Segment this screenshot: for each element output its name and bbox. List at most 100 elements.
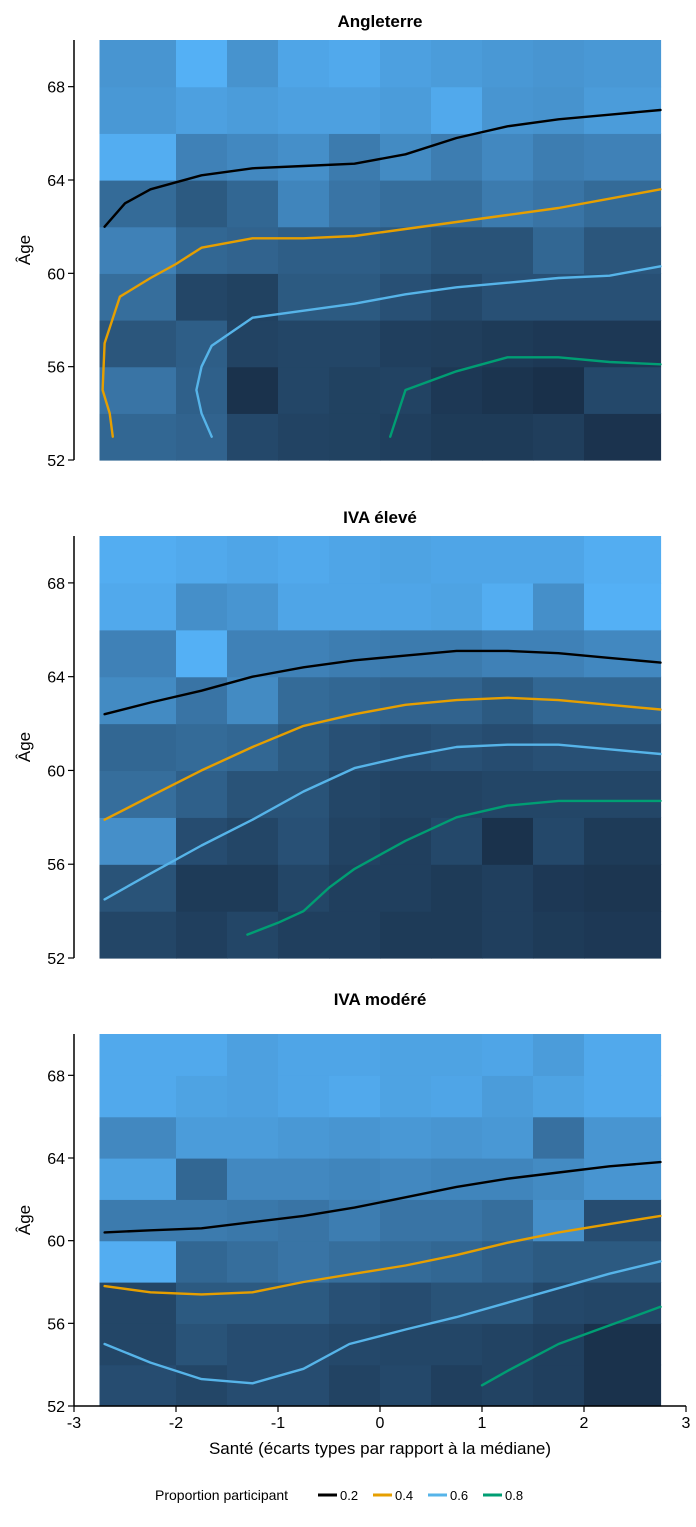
- heatmap-cell: [584, 582, 662, 631]
- heatmap-cell: [533, 40, 585, 88]
- heatmap-cell: [482, 864, 534, 912]
- heatmap-cell: [99, 1116, 177, 1159]
- heatmap-cell: [176, 366, 228, 414]
- series-line-0-4: [103, 1214, 662, 1296]
- heatmap-cell: [584, 864, 662, 912]
- heatmap-cell: [431, 1034, 483, 1076]
- heatmap-cell: [431, 1240, 483, 1283]
- heatmap-cell: [176, 40, 228, 88]
- heatmap-cell: [278, 582, 330, 631]
- series-line-0-2: [103, 108, 662, 228]
- heatmap-cell: [431, 582, 483, 631]
- heatmap-cell: [176, 1075, 228, 1118]
- heatmap-cell: [482, 1075, 534, 1118]
- heatmap-cell: [533, 366, 585, 414]
- heatmap-cell: [482, 817, 534, 865]
- heatmap-cell: [227, 1116, 279, 1159]
- heatmap-cell: [329, 366, 381, 414]
- heatmap-cell: [533, 582, 585, 631]
- heatmap-cell: [278, 723, 330, 772]
- y-tick-label: 60: [47, 1234, 65, 1251]
- heatmap-cell: [278, 864, 330, 912]
- heatmap-cell: [482, 536, 534, 584]
- heatmap-cell: [99, 1075, 177, 1118]
- heatmap-cell: [176, 864, 228, 912]
- heatmap-cell: [380, 723, 432, 772]
- heatmap-cell: [176, 770, 228, 818]
- heatmap-cell: [482, 133, 534, 181]
- series-line-0-4: [101, 188, 662, 438]
- series-line-0-2: [103, 649, 662, 716]
- heatmap-cell: [329, 817, 381, 865]
- heatmap-cell: [227, 180, 279, 228]
- y-tick-label: 52: [47, 951, 65, 968]
- heatmap-cell: [99, 1158, 177, 1200]
- heatmap-cell: [176, 1158, 228, 1200]
- heatmap-cell: [99, 273, 177, 321]
- heatmap-cell: [482, 366, 534, 414]
- heatmap-cell: [227, 817, 279, 865]
- x-tick-label: 0: [376, 1415, 385, 1432]
- panel-title: IVA élevé: [343, 508, 417, 527]
- heatmap-cell: [584, 911, 662, 959]
- heatmap-cell: [329, 133, 381, 181]
- heatmap-cell: [380, 770, 432, 818]
- legend-label: 0.4: [395, 1488, 413, 1503]
- heatmap-cell: [584, 629, 662, 678]
- heatmap-cell: [99, 582, 177, 631]
- heatmap-cell: [380, 1075, 432, 1118]
- heatmap-cell: [278, 366, 330, 414]
- heatmap-cell: [329, 676, 381, 725]
- heatmap-cell: [99, 86, 177, 134]
- heatmap-cell: [176, 582, 228, 631]
- heatmap-cell: [227, 1075, 279, 1118]
- heatmap-cell: [176, 1199, 228, 1242]
- y-tick-label: 68: [47, 80, 65, 97]
- heatmap-cell: [329, 1199, 381, 1242]
- heatmap-cell: [584, 817, 662, 865]
- heatmap-cell: [227, 1323, 279, 1366]
- heatmap: [99, 536, 662, 959]
- x-tick-label: 2: [580, 1415, 589, 1432]
- panel-1: Angleterre 52 56 60 64 68 Âge: [15, 12, 662, 470]
- heatmap-cell: [99, 1240, 177, 1283]
- heatmap-cell: [227, 629, 279, 678]
- heatmap-cell: [584, 40, 662, 88]
- heatmap-cell: [227, 40, 279, 88]
- heatmap-cell: [227, 413, 279, 461]
- series-line-0-6: [195, 265, 662, 438]
- heatmap-cell: [329, 1282, 381, 1324]
- heatmap-cell: [278, 1116, 330, 1159]
- heatmap-cell: [584, 1282, 662, 1324]
- heatmap-cell: [176, 1364, 228, 1407]
- heatmap-cell: [329, 1158, 381, 1200]
- heatmap-cell: [431, 1116, 483, 1159]
- heatmap-cell: [99, 1199, 177, 1242]
- heatmap-cell: [176, 1116, 228, 1159]
- heatmap-cell: [482, 1034, 534, 1076]
- heatmap-cell: [176, 629, 228, 678]
- heatmap-cell: [380, 413, 432, 461]
- series-line-0-4: [103, 696, 662, 821]
- y-tick-label: 60: [47, 266, 65, 283]
- heatmap-cell: [227, 273, 279, 321]
- y-tick-label: 56: [47, 360, 65, 377]
- heatmap-cell: [533, 1199, 585, 1242]
- heatmap-cell: [380, 1116, 432, 1159]
- x-tick-label: -2: [169, 1415, 183, 1432]
- heatmap-cell: [533, 413, 585, 461]
- series-line-0-8: [480, 1305, 662, 1387]
- heatmap-cell: [278, 1282, 330, 1324]
- y-tick-label: 56: [47, 1316, 65, 1333]
- heatmap-cell: [380, 582, 432, 631]
- x-tick-label: 3: [682, 1415, 691, 1432]
- heatmap-cell: [380, 864, 432, 912]
- panel-3: IVA modéré 52 56 60 64 68 Âge -3 -2 -1 0 1 2 3 Santé (…: [15, 990, 691, 1458]
- heatmap-cell: [533, 133, 585, 181]
- heatmap-cell: [482, 180, 534, 228]
- heatmap-cell: [176, 273, 228, 321]
- heatmap-cell: [584, 273, 662, 321]
- heatmap-cell: [176, 676, 228, 725]
- heatmap-cell: [584, 1075, 662, 1118]
